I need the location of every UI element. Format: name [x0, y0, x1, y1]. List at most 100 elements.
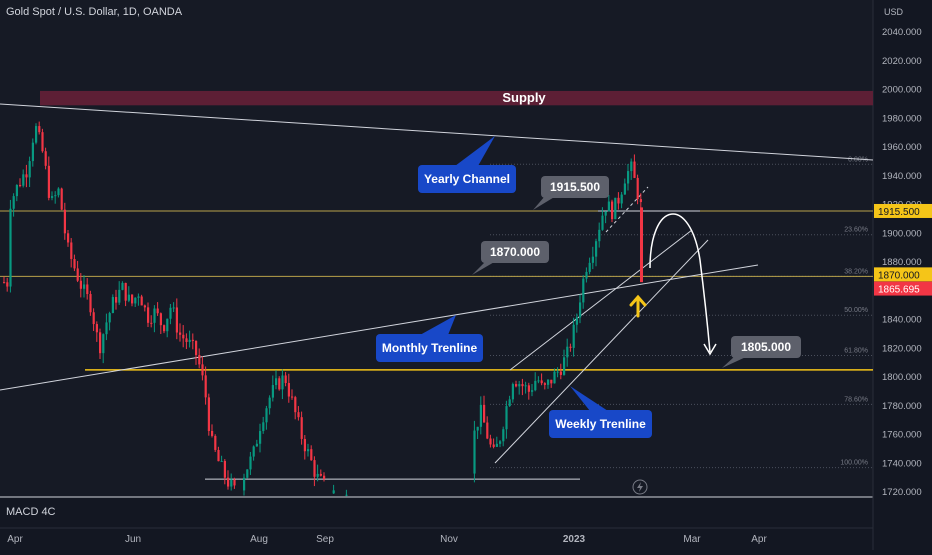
candle	[307, 449, 310, 452]
weekly-trendline-parallel	[509, 229, 693, 371]
candle	[25, 174, 28, 178]
callout-1805-label: 1805.000	[741, 340, 791, 354]
candle	[316, 473, 319, 477]
candle	[140, 296, 143, 306]
candle	[265, 408, 268, 423]
candle	[63, 209, 66, 234]
candle	[572, 324, 575, 348]
candle	[166, 318, 169, 332]
candle	[198, 355, 201, 365]
projection-arrowhead	[703, 343, 717, 356]
callout-yearly-channel-tail	[455, 136, 495, 166]
candle	[22, 174, 25, 186]
candle	[156, 308, 159, 314]
candle	[323, 475, 326, 479]
candle	[617, 197, 620, 204]
candle	[633, 161, 636, 178]
candle	[67, 233, 70, 243]
fib-level-label: 38.20%	[844, 268, 868, 275]
candle	[479, 404, 482, 427]
candle	[271, 385, 274, 398]
price-tick-label: 1980.000	[882, 113, 922, 124]
candle	[537, 380, 540, 382]
candle	[195, 340, 198, 356]
price-tick-label: 2040.000	[882, 27, 922, 38]
price-tick-label: 1720.000	[882, 487, 922, 498]
candle	[598, 229, 601, 242]
price-label-text: 1915.500	[878, 207, 920, 218]
candle	[51, 196, 54, 198]
price-tick-label: 1740.000	[882, 458, 922, 469]
candle	[214, 435, 217, 450]
candle	[44, 151, 47, 166]
candle	[550, 379, 553, 384]
candle	[255, 443, 258, 447]
candle	[76, 268, 79, 281]
lightning-icon[interactable]	[632, 479, 648, 495]
monthly-trendline	[0, 264, 759, 391]
candle	[28, 161, 31, 178]
candle	[473, 430, 476, 474]
candle	[281, 375, 284, 390]
candle	[172, 307, 175, 309]
price-tick-label: 1760.000	[882, 430, 922, 441]
candle	[220, 460, 223, 462]
candle	[9, 208, 12, 287]
candle	[483, 404, 486, 423]
candle	[169, 307, 172, 319]
candle	[620, 194, 623, 204]
candle	[588, 262, 591, 272]
candle	[332, 490, 335, 494]
candle	[566, 346, 569, 358]
candle	[297, 412, 300, 418]
callout-1915	[541, 176, 609, 198]
price-axis-unit: USD	[884, 7, 904, 17]
candle	[499, 441, 502, 444]
candle	[31, 142, 34, 162]
last-candle	[640, 207, 643, 283]
candle	[569, 346, 572, 348]
candle	[607, 201, 610, 212]
candle	[182, 334, 185, 339]
candle	[287, 383, 290, 397]
candle	[131, 294, 134, 304]
candle	[563, 357, 566, 375]
candle	[284, 375, 287, 384]
candle	[345, 494, 348, 496]
candle	[159, 313, 162, 326]
callout-weekly-trenline-label: Weekly Trenline	[555, 417, 646, 431]
callout-1870-label: 1870.000	[490, 245, 540, 259]
price-label-text: 1865.695	[878, 285, 920, 296]
candle	[35, 126, 38, 143]
candle	[60, 188, 63, 210]
candle	[230, 479, 233, 487]
candle	[6, 282, 9, 287]
candle	[278, 378, 281, 390]
callout-yearly-channel-label: Yearly Channel	[424, 172, 510, 186]
candle	[614, 197, 617, 220]
candle	[559, 371, 562, 375]
price-tick-label: 1940.000	[882, 171, 922, 182]
candle	[521, 384, 524, 387]
candle	[627, 171, 630, 184]
candle	[175, 307, 178, 333]
time-tick-label: Mar	[683, 534, 701, 545]
plot-background	[0, 0, 873, 497]
price-tick-label: 1840.000	[882, 315, 922, 326]
callout-monthly-trenline-label: Monthly Trenline	[382, 341, 478, 355]
candle	[127, 294, 130, 301]
callout-1915-tail	[533, 196, 556, 210]
candle	[604, 211, 607, 216]
candle	[310, 449, 313, 461]
candle	[527, 385, 530, 392]
time-tick-label: Jun	[125, 534, 141, 545]
candle	[243, 477, 246, 491]
candle	[15, 184, 18, 197]
candle	[511, 384, 514, 400]
fib-level-label: 23.60%	[844, 227, 868, 234]
candle	[259, 431, 262, 444]
price-tick-label: 2020.000	[882, 56, 922, 67]
candle	[575, 317, 578, 325]
